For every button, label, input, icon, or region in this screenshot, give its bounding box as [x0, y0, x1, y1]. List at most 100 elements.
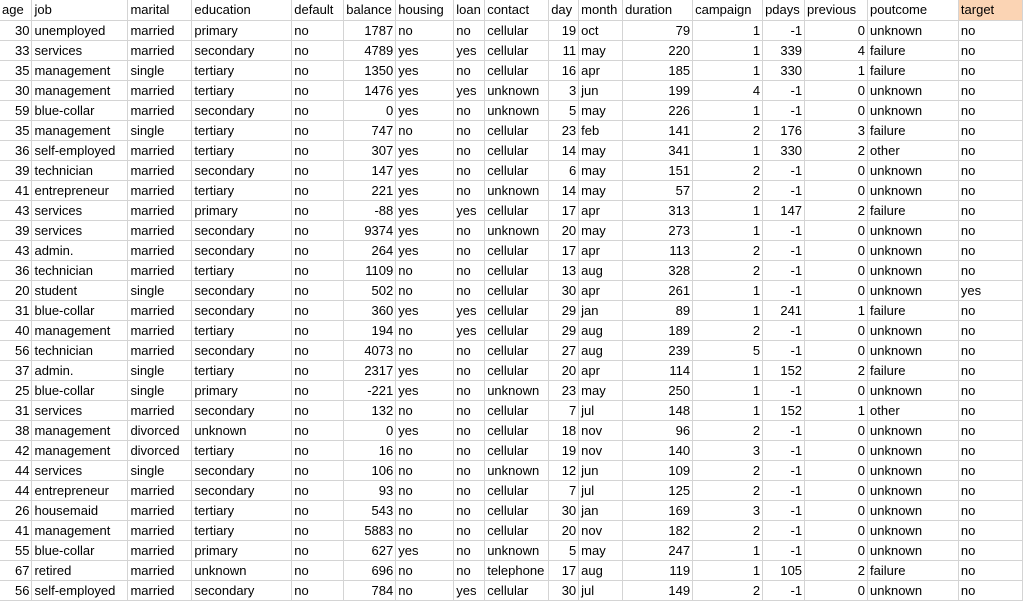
cell-contact[interactable]: cellular: [484, 480, 550, 501]
cell-age[interactable]: 44: [0, 460, 33, 481]
cell-age[interactable]: 36: [0, 260, 33, 281]
cell-duration[interactable]: 119: [622, 560, 694, 581]
cell-education[interactable]: secondary: [191, 460, 293, 481]
cell-contact[interactable]: cellular: [484, 160, 550, 181]
cell-day[interactable]: 17: [548, 240, 580, 261]
cell-poutcome[interactable]: failure: [867, 360, 959, 381]
cell-education[interactable]: secondary: [191, 220, 293, 241]
column-header-age[interactable]: age: [0, 0, 33, 21]
cell-marital[interactable]: single: [127, 60, 193, 81]
cell-target[interactable]: no: [958, 140, 1023, 161]
cell-default[interactable]: no: [291, 140, 345, 161]
cell-contact[interactable]: cellular: [484, 500, 550, 521]
cell-job[interactable]: services: [31, 40, 129, 61]
cell-job[interactable]: blue-collar: [31, 100, 129, 121]
cell-target[interactable]: no: [958, 500, 1023, 521]
cell-campaign[interactable]: 2: [692, 160, 764, 181]
cell-month[interactable]: nov: [578, 420, 624, 441]
cell-education[interactable]: primary: [191, 200, 293, 221]
cell-campaign[interactable]: 1: [692, 40, 764, 61]
cell-poutcome[interactable]: failure: [867, 300, 959, 321]
cell-poutcome[interactable]: failure: [867, 60, 959, 81]
cell-loan[interactable]: no: [453, 560, 486, 581]
cell-poutcome[interactable]: unknown: [867, 320, 959, 341]
cell-poutcome[interactable]: other: [867, 140, 959, 161]
cell-duration[interactable]: 57: [622, 180, 694, 201]
cell-previous[interactable]: 0: [804, 160, 869, 181]
cell-day[interactable]: 30: [548, 500, 580, 521]
cell-balance[interactable]: -88: [343, 200, 397, 221]
cell-poutcome[interactable]: unknown: [867, 100, 959, 121]
cell-age[interactable]: 43: [0, 200, 33, 221]
cell-previous[interactable]: 1: [804, 300, 869, 321]
cell-target[interactable]: no: [958, 380, 1023, 401]
cell-age[interactable]: 44: [0, 480, 33, 501]
cell-balance[interactable]: 1350: [343, 60, 397, 81]
cell-job[interactable]: entrepreneur: [31, 180, 129, 201]
cell-day[interactable]: 5: [548, 540, 580, 561]
cell-housing[interactable]: no: [395, 20, 455, 41]
cell-pdays[interactable]: -1: [762, 540, 806, 561]
cell-loan[interactable]: no: [453, 380, 486, 401]
cell-housing[interactable]: yes: [395, 380, 455, 401]
cell-balance[interactable]: 543: [343, 500, 397, 521]
cell-target[interactable]: no: [958, 420, 1023, 441]
cell-balance[interactable]: 16: [343, 440, 397, 461]
cell-previous[interactable]: 0: [804, 320, 869, 341]
cell-month[interactable]: jun: [578, 80, 624, 101]
cell-month[interactable]: aug: [578, 340, 624, 361]
cell-job[interactable]: services: [31, 220, 129, 241]
cell-balance[interactable]: 696: [343, 560, 397, 581]
cell-poutcome[interactable]: unknown: [867, 80, 959, 101]
cell-previous[interactable]: 0: [804, 280, 869, 301]
cell-contact[interactable]: cellular: [484, 20, 550, 41]
cell-housing[interactable]: no: [395, 400, 455, 421]
cell-age[interactable]: 41: [0, 520, 33, 541]
cell-job[interactable]: blue-collar: [31, 380, 129, 401]
cell-age[interactable]: 43: [0, 240, 33, 261]
cell-balance[interactable]: 5883: [343, 520, 397, 541]
cell-age[interactable]: 30: [0, 20, 33, 41]
cell-marital[interactable]: married: [127, 340, 193, 361]
cell-month[interactable]: nov: [578, 440, 624, 461]
cell-month[interactable]: may: [578, 180, 624, 201]
cell-marital[interactable]: married: [127, 260, 193, 281]
cell-job[interactable]: services: [31, 400, 129, 421]
cell-month[interactable]: apr: [578, 240, 624, 261]
cell-pdays[interactable]: -1: [762, 80, 806, 101]
cell-contact[interactable]: cellular: [484, 260, 550, 281]
cell-default[interactable]: no: [291, 160, 345, 181]
cell-loan[interactable]: no: [453, 260, 486, 281]
cell-job[interactable]: management: [31, 440, 129, 461]
cell-education[interactable]: tertiary: [191, 440, 293, 461]
cell-balance[interactable]: 4789: [343, 40, 397, 61]
cell-balance[interactable]: 2317: [343, 360, 397, 381]
cell-education[interactable]: tertiary: [191, 80, 293, 101]
cell-previous[interactable]: 0: [804, 540, 869, 561]
cell-default[interactable]: no: [291, 280, 345, 301]
cell-default[interactable]: no: [291, 300, 345, 321]
cell-target[interactable]: no: [958, 540, 1023, 561]
cell-job[interactable]: blue-collar: [31, 300, 129, 321]
cell-previous[interactable]: 0: [804, 580, 869, 601]
cell-month[interactable]: apr: [578, 60, 624, 81]
cell-campaign[interactable]: 3: [692, 440, 764, 461]
cell-pdays[interactable]: 152: [762, 360, 806, 381]
cell-education[interactable]: primary: [191, 20, 293, 41]
cell-marital[interactable]: married: [127, 320, 193, 341]
cell-loan[interactable]: no: [453, 20, 486, 41]
cell-age[interactable]: 42: [0, 440, 33, 461]
cell-marital[interactable]: single: [127, 460, 193, 481]
cell-age[interactable]: 25: [0, 380, 33, 401]
cell-duration[interactable]: 199: [622, 80, 694, 101]
cell-default[interactable]: no: [291, 400, 345, 421]
cell-job[interactable]: self-employed: [31, 580, 129, 601]
cell-duration[interactable]: 313: [622, 200, 694, 221]
cell-job[interactable]: services: [31, 200, 129, 221]
cell-default[interactable]: no: [291, 440, 345, 461]
cell-contact[interactable]: telephone: [484, 560, 550, 581]
cell-contact[interactable]: unknown: [484, 80, 550, 101]
cell-age[interactable]: 35: [0, 60, 33, 81]
cell-day[interactable]: 30: [548, 580, 580, 601]
cell-duration[interactable]: 89: [622, 300, 694, 321]
